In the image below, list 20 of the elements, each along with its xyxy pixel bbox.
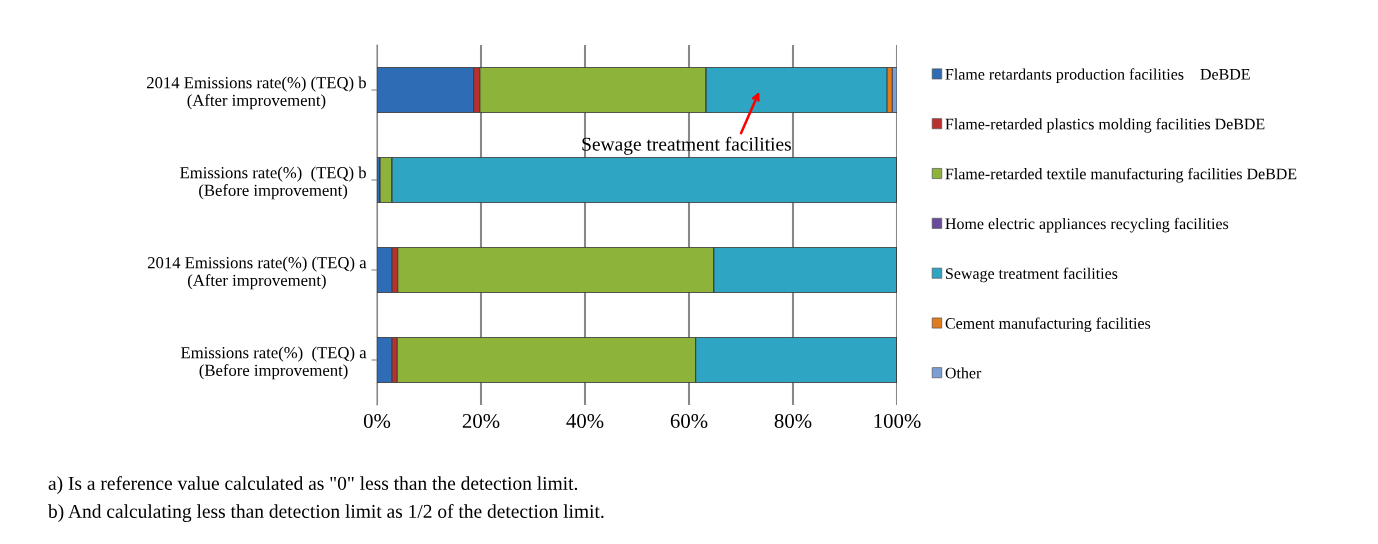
x-tick-label: 0% bbox=[363, 413, 391, 429]
text: a) Is a reference value calculated as "0" less than the detection limit. bbox=[48, 476, 578, 494]
legend-label: Flame-retarded textile manufacturing facilities DeBDE bbox=[945, 167, 1297, 183]
x-tick-label: 100% bbox=[874, 413, 921, 429]
x-tick-label: 20% bbox=[462, 413, 500, 429]
legend-label: Flame retardants production facilities DeBDE bbox=[945, 68, 1250, 83]
legend-label: Sewage treatment facilities bbox=[946, 267, 1118, 283]
y-tick-label: Emissions rate(%) (TEQ) b (Before improvement) bbox=[180, 166, 366, 200]
x-tick-label: 60% bbox=[670, 413, 708, 429]
text: b) And calculating less than detection limit as 1/2 of the detection limit. bbox=[48, 504, 604, 522]
legend-label: Flame-retarded plastics molding facilities DeBDE bbox=[945, 118, 1265, 133]
annotation: Sewage treatment facilities bbox=[582, 136, 791, 155]
x-tick-label: 40% bbox=[566, 413, 604, 429]
legend-label: Home electric appliances recycling facilities bbox=[945, 217, 1229, 233]
y-tick-label: 2014 Emissions rate(%) (TEQ) a (After improvement) bbox=[147, 256, 367, 290]
legend-label: Other bbox=[945, 367, 982, 379]
legend-label: Cement manufacturing facilities bbox=[945, 317, 1151, 333]
y-tick-label: 2014 Emissions rate(%) (TEQ) b (After improvement) bbox=[147, 76, 366, 110]
x-tick-label: 80% bbox=[774, 413, 812, 429]
y-tick-label: Emissions rate(%) (TEQ) a (Before improvement) bbox=[181, 346, 367, 380]
